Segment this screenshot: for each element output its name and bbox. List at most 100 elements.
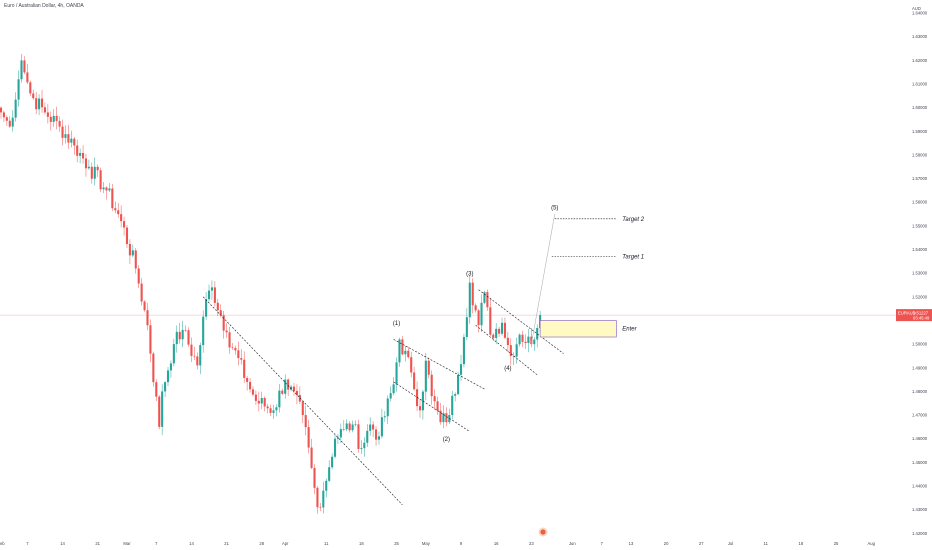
candle-body	[521, 334, 524, 342]
candle-body	[459, 364, 463, 375]
candle-body	[5, 117, 8, 121]
current-price-symbol: EURAUD	[898, 311, 916, 316]
candle	[181, 320, 184, 348]
symbol-title[interactable]: Euro / Australian Dollar, 4h, OANDA	[4, 3, 84, 9]
candle	[234, 345, 237, 355]
trendline[interactable]	[475, 324, 538, 376]
enter-zone-box[interactable]	[539, 320, 617, 338]
candle-body	[319, 507, 322, 508]
candle-body	[128, 243, 131, 256]
candle-body	[281, 390, 284, 394]
candle-body	[61, 126, 64, 138]
price-tick-label: 1.60000	[912, 105, 928, 110]
candle-body	[143, 301, 146, 311]
candle-body	[140, 283, 143, 302]
candle-body	[295, 390, 298, 395]
time-axis[interactable]: Feb 7 14 21 Mar 7 14 21 28 Apr 11 18 25 May 9 16 23 Jun 7 1…	[0, 527, 876, 547]
drawings-layer[interactable]	[202, 214, 617, 506]
candle-body	[210, 287, 214, 291]
candle	[468, 275, 471, 324]
candle-body	[386, 398, 389, 417]
candle-body	[184, 329, 187, 331]
trendline[interactable]	[202, 296, 403, 506]
candle	[527, 329, 530, 353]
candle	[0, 106, 3, 119]
candle-body	[237, 350, 240, 359]
candle-body	[287, 379, 290, 390]
candle	[207, 284, 211, 302]
currency-label: AUD	[912, 6, 921, 11]
candle	[8, 116, 11, 128]
trendline[interactable]	[478, 289, 564, 354]
candle-body	[439, 410, 442, 423]
target-label: Target 2	[622, 217, 644, 223]
candle-body	[158, 396, 161, 427]
candle-body	[433, 396, 436, 402]
price-axis[interactable]: AUD 1.42000 1.43000 1.44000 1.45000 1.46000 1.…	[896, 6, 932, 536]
candle-body	[202, 316, 205, 346]
candle	[336, 434, 339, 444]
candle-body	[125, 227, 129, 244]
candle	[246, 376, 249, 391]
candle	[231, 343, 234, 350]
candle-body	[498, 328, 501, 334]
candle-body	[533, 339, 536, 345]
candle-body	[169, 363, 172, 371]
candle-body	[187, 330, 190, 345]
candle	[536, 324, 539, 348]
candle-body	[333, 438, 337, 457]
candle-body	[35, 98, 38, 110]
projection-line[interactable]	[531, 214, 556, 345]
trendline[interactable]	[393, 381, 470, 432]
candle	[465, 308, 468, 341]
candle	[158, 395, 161, 430]
candle	[439, 402, 442, 425]
candle	[269, 404, 272, 417]
trendline[interactable]	[393, 339, 485, 390]
candle	[418, 399, 422, 418]
time-tick-label: 27	[699, 541, 704, 546]
candle-body	[442, 413, 445, 423]
candle	[480, 294, 483, 332]
candle-body	[155, 382, 158, 397]
candle	[93, 157, 96, 186]
candle	[49, 111, 52, 131]
candle-body	[509, 345, 512, 356]
candle	[301, 400, 304, 424]
candle-body	[43, 107, 46, 113]
candle-body	[389, 393, 392, 399]
price-tick-label: 1.53000	[912, 271, 928, 276]
candle	[310, 438, 313, 470]
candle-body	[413, 372, 416, 390]
candle-body	[492, 334, 495, 338]
candle	[319, 503, 322, 512]
candle-body	[205, 299, 208, 317]
scroll-to-realtime-icon[interactable]	[538, 527, 548, 537]
time-tick-label: 11	[324, 541, 329, 546]
candle-body	[254, 394, 257, 401]
candle	[184, 325, 187, 333]
candle	[228, 326, 231, 354]
price-tick-label: 1.43000	[912, 507, 928, 512]
candle-body	[257, 400, 260, 404]
candle	[307, 419, 310, 454]
candle	[38, 94, 41, 115]
candle-body	[360, 448, 363, 450]
candle	[125, 224, 129, 248]
candle-body	[269, 408, 272, 413]
time-tick-label: 16	[494, 541, 499, 546]
candle-body	[175, 331, 178, 345]
time-tick-label: 25	[394, 541, 399, 546]
candle	[58, 116, 61, 132]
candle	[266, 403, 269, 414]
wave-label: (1)	[393, 321, 400, 327]
price-tick-label: 1.61000	[912, 82, 928, 87]
candle	[351, 420, 354, 433]
candle-body	[228, 332, 231, 348]
candle	[161, 384, 164, 436]
candle-body	[451, 395, 454, 416]
candle-body	[49, 116, 52, 122]
candle-body	[213, 287, 216, 303]
